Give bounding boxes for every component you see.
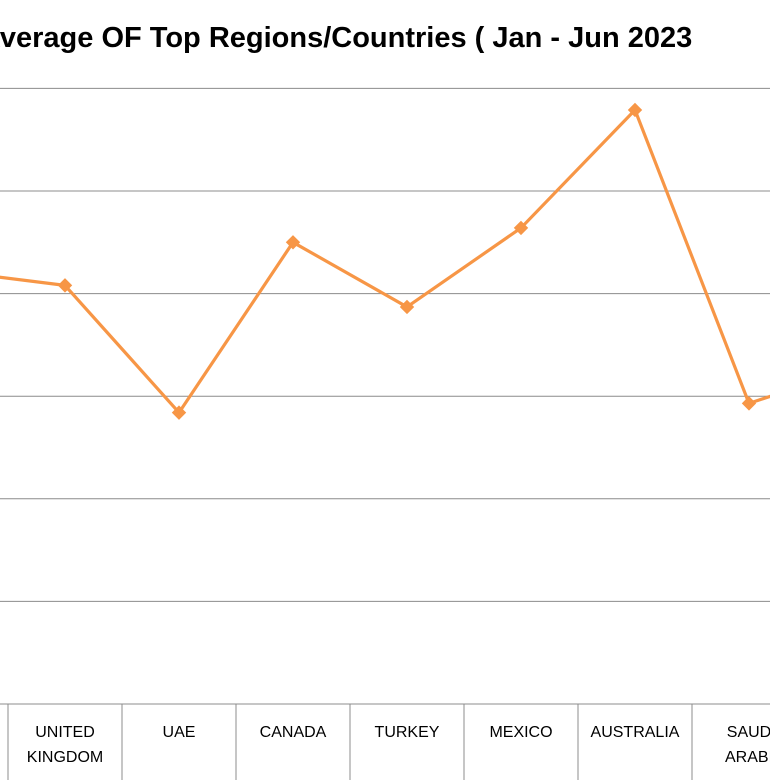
x-tick-label: SAUD xyxy=(727,724,770,741)
series-line-group xyxy=(0,108,770,415)
x-tick-label: CANADA xyxy=(260,724,327,741)
gridlines xyxy=(0,87,770,602)
data-point xyxy=(57,278,73,293)
x-tick-label: UAE xyxy=(163,724,196,741)
x-axis xyxy=(0,703,770,780)
x-tick-labels: UNITED KINGDOM UAE CANADA TURKEY MEXICO AUSTRA… xyxy=(27,724,770,766)
data-point xyxy=(513,220,529,236)
x-tick-label: ARABI xyxy=(725,749,770,766)
data-point xyxy=(399,299,415,315)
series-line xyxy=(0,108,770,415)
x-tick-label: UNITED xyxy=(35,724,95,741)
x-tick-label: MEXICO xyxy=(489,724,552,741)
x-tick-label: TURKEY xyxy=(375,724,440,741)
data-point xyxy=(627,102,643,118)
chart-title: Average OF Top Regions/Countries ( Jan -… xyxy=(0,22,693,54)
data-point xyxy=(171,405,187,420)
data-markers xyxy=(57,102,757,420)
x-tick-label: AUSTRALIA xyxy=(591,724,680,741)
x-tick-label: KINGDOM xyxy=(27,749,103,766)
data-point xyxy=(285,235,301,250)
data-point xyxy=(741,396,757,411)
